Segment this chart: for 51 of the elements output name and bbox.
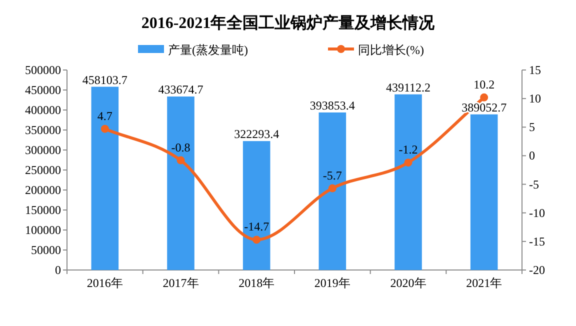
bar xyxy=(318,112,346,270)
y-tick-label: 500000 xyxy=(25,63,61,77)
y-tick-label: 150000 xyxy=(25,203,61,217)
point xyxy=(252,236,261,244)
data-label: 4.7 xyxy=(97,108,112,123)
bar xyxy=(470,114,498,270)
point xyxy=(404,158,412,167)
y2-tick-label: 10 xyxy=(529,92,541,106)
y-tick-label: 350000 xyxy=(25,123,61,137)
point xyxy=(100,124,109,133)
y-tick-label: 200000 xyxy=(25,183,61,197)
bar xyxy=(242,141,270,270)
x-tick-label: 2016年 xyxy=(86,276,123,290)
chart-title: 2016-2021年全国工业锅炉产量及增长情况 xyxy=(141,14,436,32)
x-tick-label: 2018年 xyxy=(238,276,275,290)
data-label: 439112.2 xyxy=(386,80,431,94)
y2-tick-label: 15 xyxy=(529,63,541,77)
x-tick-label: 2021年 xyxy=(466,276,502,290)
y2-tick-label: 5 xyxy=(529,120,535,134)
point xyxy=(176,156,185,164)
data-label: 458103.7 xyxy=(82,72,128,87)
point xyxy=(328,184,336,192)
data-label: 322293.4 xyxy=(234,127,280,142)
y2-tick-label: -15 xyxy=(529,234,545,248)
data-label: 433674.7 xyxy=(158,82,204,97)
y-tick-label: 100000 xyxy=(25,223,61,237)
data-label: -1.2 xyxy=(398,142,418,157)
y-tick-label: 400000 xyxy=(25,103,61,117)
bar xyxy=(394,94,422,270)
y2-tick-label: -20 xyxy=(529,263,545,277)
y-tick-label: 450000 xyxy=(25,83,61,97)
x-tick-label: 2017年 xyxy=(162,276,199,290)
data-label: 10.2 xyxy=(474,77,495,92)
x-tick-label: 2020年 xyxy=(390,276,426,290)
y2-tick-label: -5 xyxy=(529,177,539,192)
bar xyxy=(167,96,194,270)
y-tick-label: 300000 xyxy=(25,143,61,157)
data-label: -14.7 xyxy=(244,220,270,234)
point xyxy=(480,93,488,102)
data-label: 393853.4 xyxy=(310,98,355,112)
y-tick-label: 250000 xyxy=(25,163,61,177)
bar xyxy=(91,86,119,270)
legend-label: 同比增长(%) xyxy=(358,43,424,57)
y2-tick-label: -10 xyxy=(529,206,545,220)
x-tick-label: 2019年 xyxy=(314,276,350,290)
y2-tick-label: 0 xyxy=(529,148,535,163)
data-label: -5.7 xyxy=(322,168,342,182)
y-tick-label: 0 xyxy=(55,263,61,277)
data-label: -0.8 xyxy=(171,140,190,154)
legend-label: 产量(蒸发量吨) xyxy=(168,43,248,57)
y-tick-label: 50000 xyxy=(31,243,61,257)
